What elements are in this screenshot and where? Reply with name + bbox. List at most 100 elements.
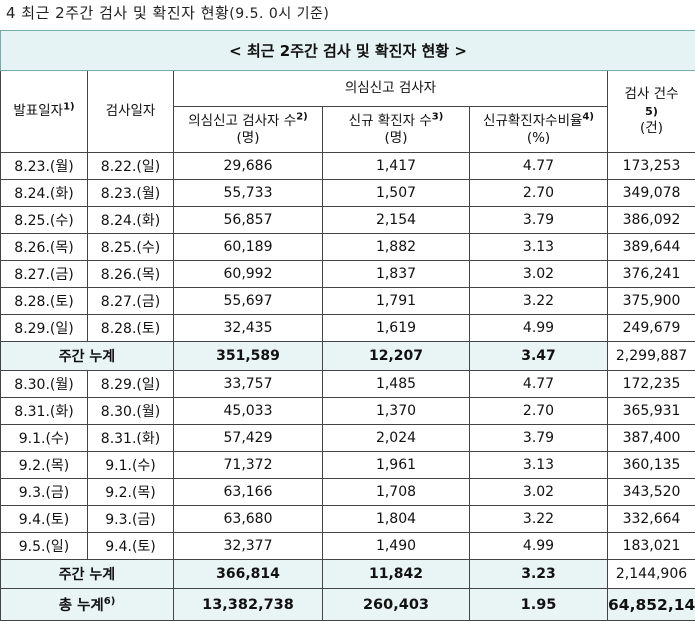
confirmed-count-cell: 1,708 (323, 479, 470, 506)
weekly-subtotal-row-label: 주간 누계 (1, 560, 174, 589)
announce-date-cell: 9.5.(일) (1, 533, 88, 560)
ratio-cell: 3.22 (470, 288, 608, 315)
announce-date-cell: 8.31.(화) (1, 398, 88, 425)
grand-total-row-ratio: 1.95 (470, 589, 608, 621)
weekly-subtotal-row-suspect: 366,814 (174, 560, 323, 589)
weekly-subtotal-row-suspect: 351,589 (174, 342, 323, 371)
confirmed-count-cell: 1,837 (323, 261, 470, 288)
confirmed-count-cell: 2,154 (323, 207, 470, 234)
grand-total-row-label: 총 누계6) (1, 589, 174, 621)
ratio-cell: 4.77 (470, 153, 608, 180)
ratio-cell: 3.02 (470, 479, 608, 506)
test-date-cell: 9.1.(수) (88, 452, 174, 479)
table-title: < 최근 2주간 검사 및 확진자 현황 > (1, 31, 695, 71)
confirmed-count-cell: 1,961 (323, 452, 470, 479)
test-date-cell: 9.2.(목) (88, 479, 174, 506)
test-date-cell: 9.3.(금) (88, 506, 174, 533)
ratio-cell: 2.70 (470, 180, 608, 207)
ratio-cell: 3.13 (470, 452, 608, 479)
tests-cell: 249,679 (608, 315, 695, 342)
announce-date-cell: 9.1.(수) (1, 425, 88, 452)
grand-total-row-tests: 64,852,147 (608, 589, 695, 621)
confirmed-count-cell: 1,370 (323, 398, 470, 425)
suspect-count-cell: 33,757 (174, 371, 323, 398)
announce-date-cell: 8.24.(화) (1, 180, 88, 207)
announce-date-cell: 8.26.(목) (1, 234, 88, 261)
test-date-cell: 8.31.(화) (88, 425, 174, 452)
table-title-row: < 최근 2주간 검사 및 확진자 현황 > (1, 31, 695, 71)
suspect-count-cell: 71,372 (174, 452, 323, 479)
tests-cell: 386,092 (608, 207, 695, 234)
announce-date-cell: 8.28.(토) (1, 288, 88, 315)
announce-date-cell: 9.3.(금) (1, 479, 88, 506)
testing-table: < 최근 2주간 검사 및 확진자 현황 > 발표일자1) 검사일자 의심신고 … (0, 30, 695, 621)
suspect-count-cell: 56,857 (174, 207, 323, 234)
confirmed-count-cell: 1,619 (323, 315, 470, 342)
tests-cell: 387,400 (608, 425, 695, 452)
test-date-cell: 8.29.(일) (88, 371, 174, 398)
suspect-count-cell: 45,033 (174, 398, 323, 425)
header-suspect-group: 의심신고 검사자 (174, 71, 608, 107)
ratio-cell: 2.70 (470, 398, 608, 425)
header-new-confirmed: 신규 확진자 수3)(명) (323, 107, 470, 153)
suspect-count-cell: 63,680 (174, 506, 323, 533)
test-date-cell: 8.27.(금) (88, 288, 174, 315)
announce-date-cell: 8.23.(월) (1, 153, 88, 180)
ratio-cell: 4.99 (470, 533, 608, 560)
weekly-subtotal-row-label: 주간 누계 (1, 342, 174, 371)
weekly-subtotal-row-tests: 2,299,887 (608, 342, 695, 371)
announce-date-cell: 8.30.(월) (1, 371, 88, 398)
section-heading: 4 최근 2주간 검사 및 확진자 현황(9.5. 0시 기준) (6, 2, 329, 23)
test-date-cell: 8.30.(월) (88, 398, 174, 425)
tests-cell: 173,253 (608, 153, 695, 180)
suspect-count-cell: 60,992 (174, 261, 323, 288)
weekly-subtotal-row-tests: 2,144,906 (608, 560, 695, 589)
test-date-cell: 8.22.(일) (88, 153, 174, 180)
tests-cell: 183,021 (608, 533, 695, 560)
weekly-subtotal-row-confirmed: 11,842 (323, 560, 470, 589)
announce-date-cell: 8.27.(금) (1, 261, 88, 288)
tests-cell: 389,644 (608, 234, 695, 261)
header-ratio: 신규확진자수비율4)(%) (470, 107, 608, 153)
suspect-count-cell: 32,435 (174, 315, 323, 342)
heading-main: 4 최근 2주간 검사 및 확진자 현황 (6, 4, 229, 22)
weekly-subtotal-row-confirmed: 12,207 (323, 342, 470, 371)
suspect-count-cell: 55,697 (174, 288, 323, 315)
tests-cell: 349,078 (608, 180, 695, 207)
ratio-cell: 3.22 (470, 506, 608, 533)
suspect-count-cell: 60,189 (174, 234, 323, 261)
tests-cell: 172,235 (608, 371, 695, 398)
ratio-cell: 4.99 (470, 315, 608, 342)
header-test-date: 검사일자 (88, 71, 174, 153)
ratio-cell: 3.79 (470, 207, 608, 234)
grand-total-row-suspect: 13,382,738 (174, 589, 323, 621)
announce-date-cell: 8.29.(일) (1, 315, 88, 342)
tests-cell: 375,900 (608, 288, 695, 315)
test-date-cell: 8.24.(화) (88, 207, 174, 234)
weekly-subtotal-row-ratio: 3.23 (470, 560, 608, 589)
confirmed-count-cell: 1,417 (323, 153, 470, 180)
tests-cell: 332,664 (608, 506, 695, 533)
tests-cell: 360,135 (608, 452, 695, 479)
heading-date-basis: (9.5. 0시 기준) (229, 6, 329, 22)
weekly-subtotal-row-ratio: 3.47 (470, 342, 608, 371)
suspect-count-cell: 63,166 (174, 479, 323, 506)
test-date-cell: 8.23.(월) (88, 180, 174, 207)
